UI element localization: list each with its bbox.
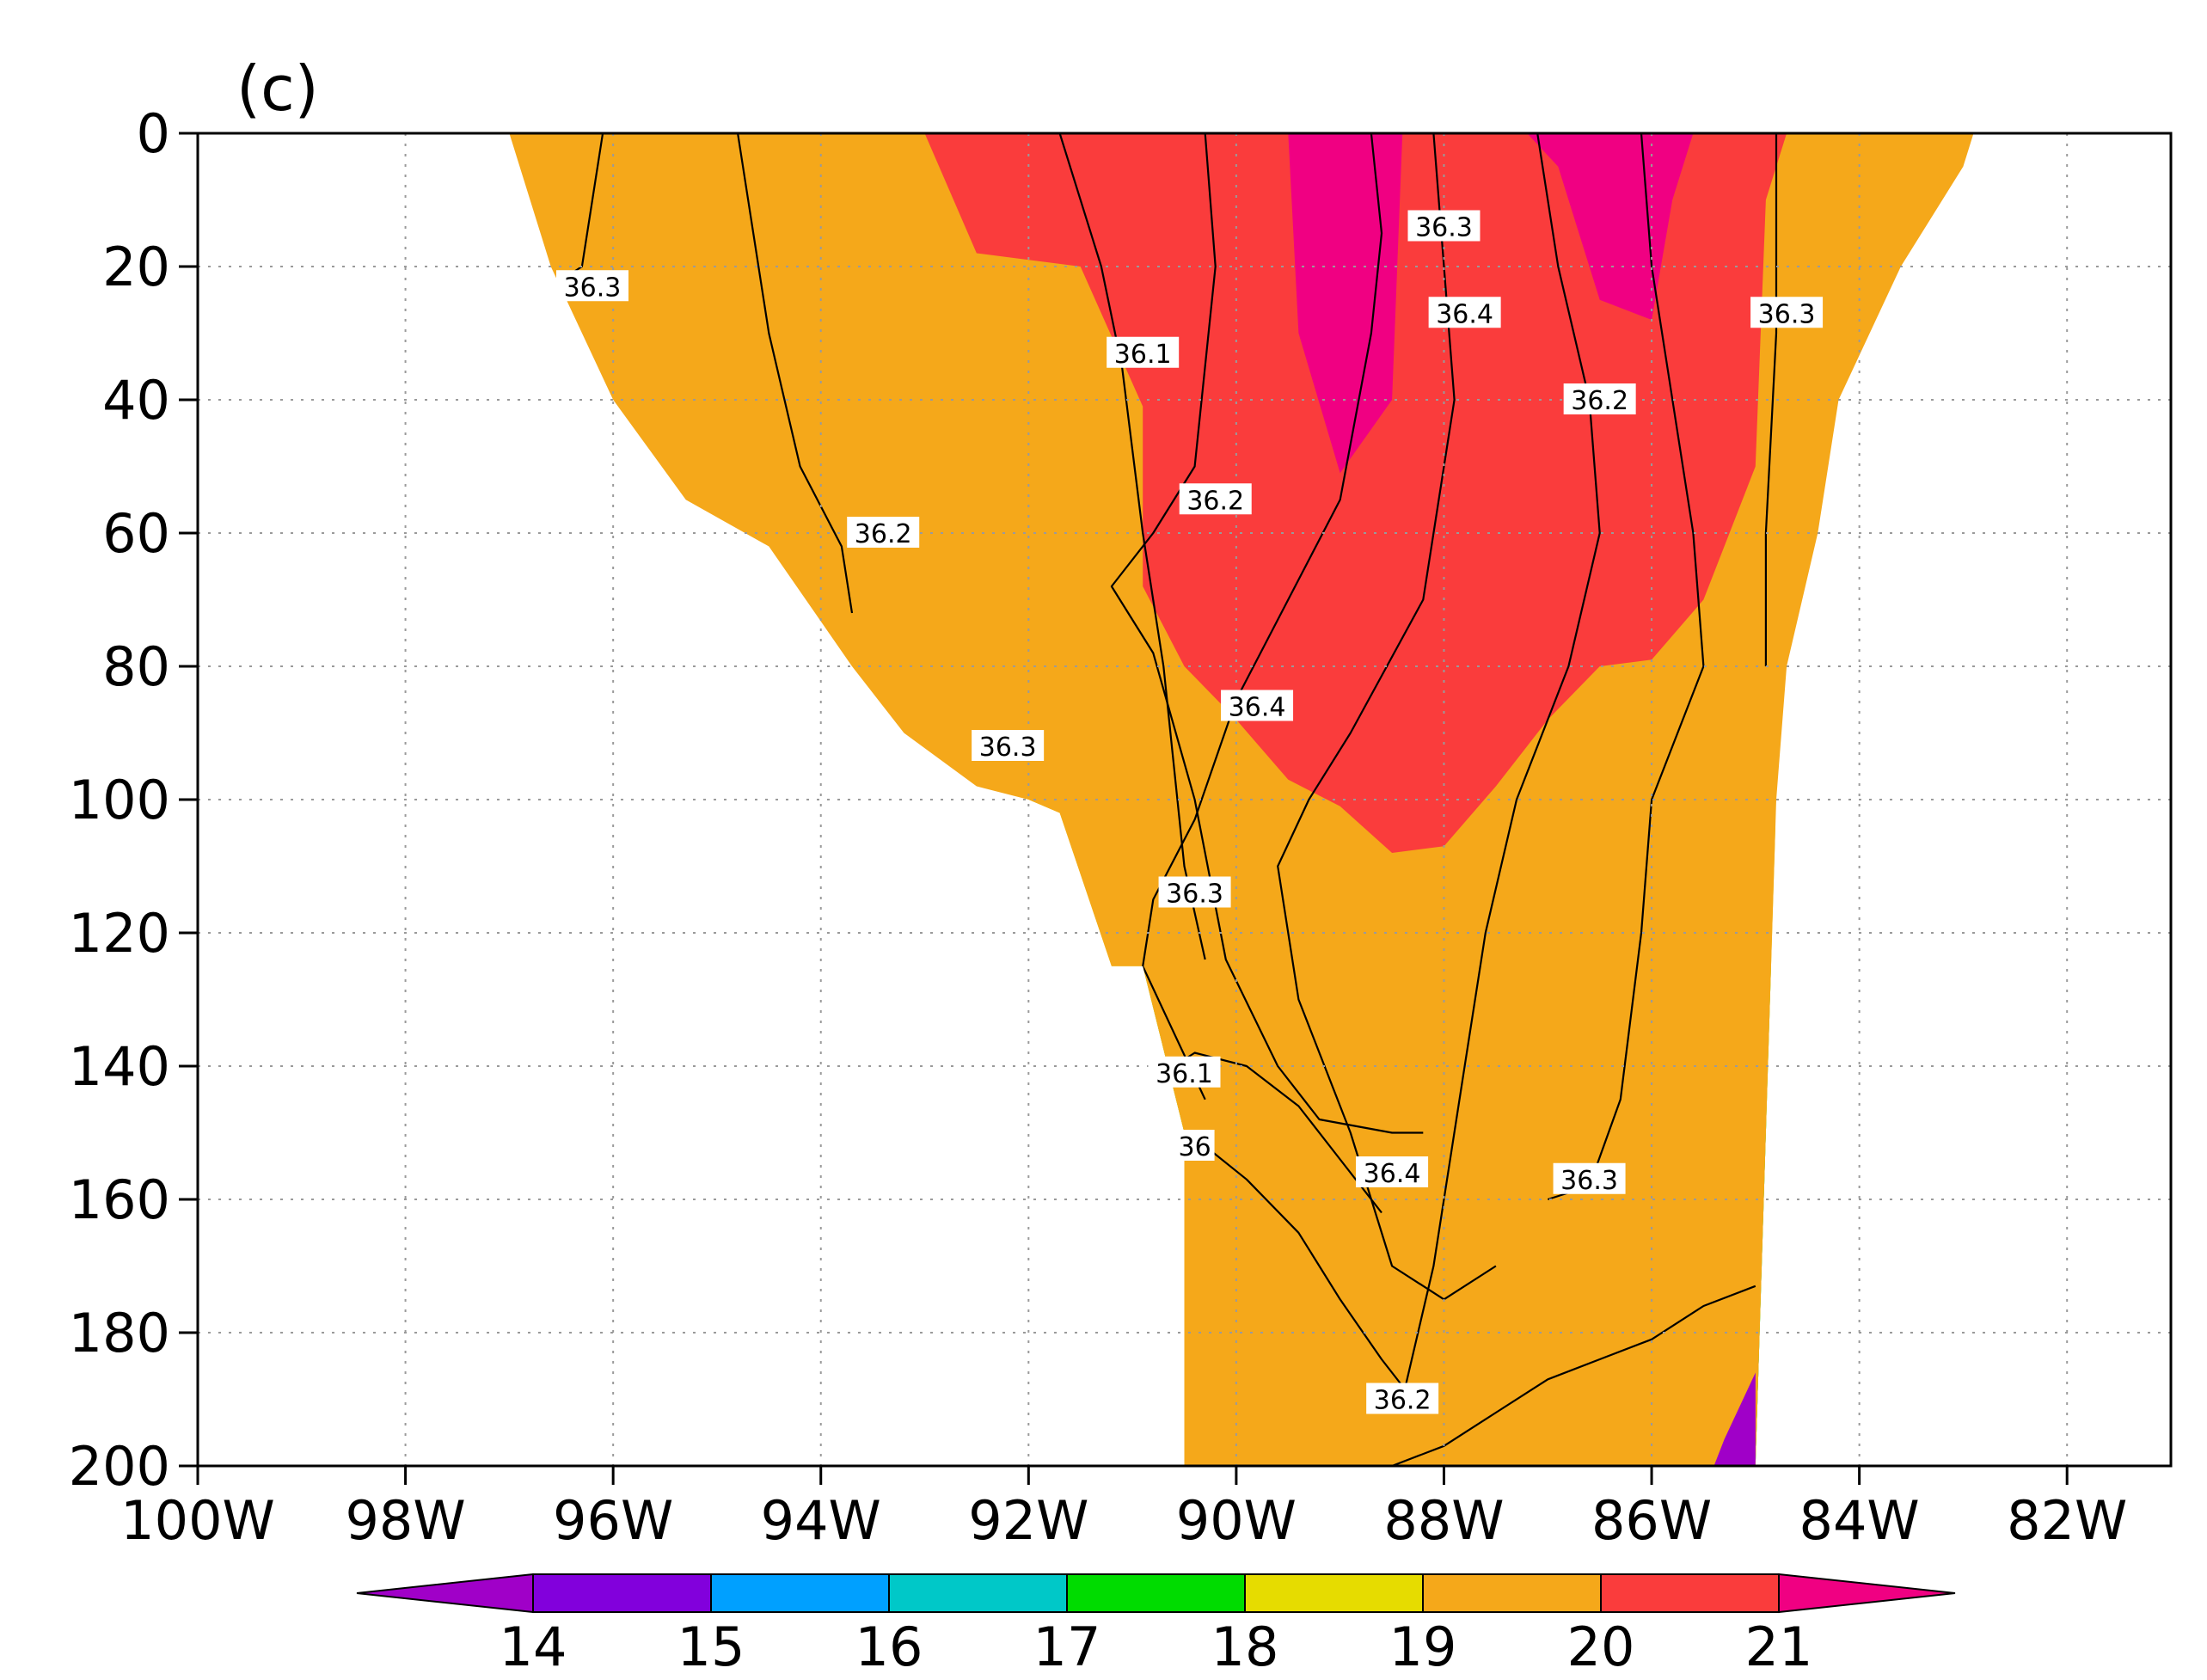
colorbar-segment <box>710 1573 890 1613</box>
contour-label: 36.3 <box>1750 297 1824 329</box>
colorbar-tick-label: 16 <box>855 1616 923 1678</box>
colorbar-tick-label: 21 <box>1745 1616 1813 1678</box>
y-tick-label: 160 <box>69 1168 170 1231</box>
svg-text:36.4: 36.4 <box>1436 299 1493 329</box>
y-tick-label: 100 <box>69 769 170 831</box>
colorbar-tick-label: 17 <box>1033 1616 1101 1678</box>
colorbar: 14 15 16 17 18 19 20 21 <box>356 1573 1956 1678</box>
contour-label: 36.2 <box>1366 1383 1439 1416</box>
x-tick-label: 94W <box>761 1489 881 1552</box>
colorbar-tick-label: 19 <box>1389 1616 1457 1678</box>
band-20-21 <box>852 133 1787 853</box>
contour-label: 36.4 <box>1221 690 1294 723</box>
y-tick-label: 80 <box>102 635 170 698</box>
contour-line <box>737 133 854 614</box>
svg-text:36.2: 36.2 <box>1571 386 1628 416</box>
colorbar-over-arrow <box>1778 1573 1956 1614</box>
contour-label: 36.3 <box>1407 210 1481 243</box>
contour-label: 36.3 <box>1553 1162 1626 1196</box>
plot-area: 36.3 36.3 36.4 36.1 36.2 36.3 36.2 36.2 36.4 36.3… <box>196 132 2173 1468</box>
colorbar-tick-label: 14 <box>500 1616 567 1678</box>
colorbar-segment <box>1244 1573 1424 1613</box>
svg-text:36.2: 36.2 <box>855 519 912 549</box>
contour-label: 36.1 <box>1148 1056 1221 1089</box>
contour-labels: 36.3 36.3 36.4 36.1 36.2 36.3 36.2 36.2 36.4 36.3… <box>556 210 1824 1416</box>
svg-text:36.1: 36.1 <box>1156 1059 1213 1089</box>
colorbar-segment <box>1422 1573 1602 1613</box>
contour-line <box>1547 133 1705 1201</box>
x-tick-label: 100W <box>120 1489 275 1552</box>
colorbar-segment <box>1066 1573 1246 1613</box>
contour-label: 36.3 <box>556 270 628 303</box>
colorbar-tick-label: 15 <box>677 1616 745 1678</box>
contour-line <box>1110 133 1424 1134</box>
x-tick-label: 90W <box>1176 1489 1297 1552</box>
svg-text:36.3: 36.3 <box>564 273 622 303</box>
y-axis: 0 20 40 60 80 100 120 140 160 180 200 <box>69 102 198 1498</box>
x-tick-label: 98W <box>345 1489 465 1552</box>
svg-text:36.3: 36.3 <box>1560 1166 1618 1196</box>
svg-text:36: 36 <box>1178 1132 1211 1162</box>
colorbar-tick-label: 20 <box>1567 1616 1635 1678</box>
band->21 <box>1205 133 1694 474</box>
y-tick-label: 180 <box>69 1302 170 1364</box>
colorbar-segment <box>888 1573 1068 1613</box>
svg-text:36.2: 36.2 <box>1374 1386 1431 1416</box>
x-tick-label: 84W <box>1799 1489 1920 1552</box>
band-under-right <box>1713 1372 1756 1466</box>
x-tick-label: 96W <box>553 1489 673 1552</box>
y-tick-label: 20 <box>102 236 170 298</box>
contour-label: 36.4 <box>1428 297 1501 329</box>
x-tick-label: 88W <box>1383 1489 1504 1552</box>
svg-text:36.3: 36.3 <box>1758 299 1816 329</box>
svg-text:36.4: 36.4 <box>1229 693 1286 723</box>
svg-text:36.3: 36.3 <box>1166 880 1223 910</box>
contour-label: 36.2 <box>1179 483 1252 516</box>
x-axis: 100W 98W 96W 94W 92W 90W 88W 86W 84W 82W <box>120 1466 2127 1552</box>
svg-text:36.3: 36.3 <box>979 733 1037 763</box>
contour-label: 36.3 <box>972 730 1045 763</box>
contour-label: 36.3 <box>1158 876 1231 910</box>
y-tick-label: 0 <box>137 102 170 165</box>
svg-text:36.4: 36.4 <box>1364 1159 1421 1189</box>
x-tick-label: 82W <box>2007 1489 2127 1552</box>
y-tick-label: 120 <box>69 902 170 965</box>
colorbar-under-arrow <box>356 1573 534 1614</box>
contour-label: 36.2 <box>847 517 920 549</box>
y-tick-label: 60 <box>102 502 170 565</box>
y-tick-label: 140 <box>69 1035 170 1098</box>
contour-label: 36 <box>1174 1130 1215 1162</box>
colorbar-tick-label: 18 <box>1211 1616 1279 1678</box>
contour-line <box>1401 133 1601 1400</box>
y-tick-label: 200 <box>69 1435 170 1498</box>
contour-line <box>1391 1285 1756 1466</box>
filled-bands <box>509 133 1974 1466</box>
colorbar-segment <box>532 1573 712 1613</box>
contour-line <box>1277 133 1497 1301</box>
x-tick-label: 92W <box>968 1489 1088 1552</box>
colorbar-segment <box>1600 1573 1780 1613</box>
contour-label: 36.2 <box>1563 383 1636 416</box>
contour-line <box>1764 133 1778 666</box>
panel-label: (c) <box>236 52 319 125</box>
y-tick-label: 40 <box>102 369 170 432</box>
contour-line <box>1058 133 1206 960</box>
x-tick-label: 86W <box>1591 1489 1712 1552</box>
contour-label: 36.4 <box>1356 1156 1429 1189</box>
svg-text:36.3: 36.3 <box>1415 213 1473 243</box>
svg-text:36.1: 36.1 <box>1114 340 1172 370</box>
contour-label: 36.1 <box>1107 336 1180 370</box>
svg-text:36.2: 36.2 <box>1186 486 1244 516</box>
